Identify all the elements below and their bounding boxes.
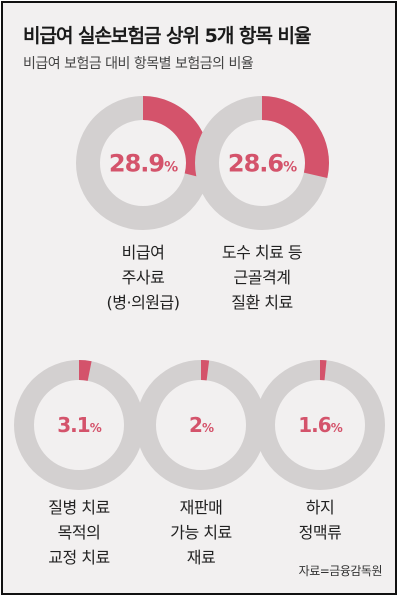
donut-segment bbox=[261, 96, 329, 179]
chart-title: 비급여 실손보험금 상위 5개 항목 비율 bbox=[23, 25, 311, 47]
data-label: 1.6% bbox=[298, 413, 342, 437]
donut-chart: 28.6% bbox=[195, 96, 329, 230]
chart-subtitle: 비급여 보험금 대비 항목별 보험금의 비율 bbox=[23, 56, 254, 72]
donut-chart: 3.1% bbox=[14, 360, 144, 490]
donut-chart: 28.9% bbox=[76, 96, 210, 230]
infographic-frame: 비급여 실손보험금 상위 5개 항목 비율 비급여 보험금 대비 항목별 보험금… bbox=[1, 1, 397, 595]
unit-label: % bbox=[283, 160, 297, 176]
unit-label: % bbox=[202, 421, 214, 435]
category-label: 재판매 가능 치료 재료 bbox=[170, 498, 232, 567]
unit-label: % bbox=[90, 421, 102, 435]
data-label: 28.6% bbox=[228, 150, 297, 178]
donut-chart: 1.6% bbox=[255, 360, 385, 490]
donut-segment bbox=[78, 360, 92, 381]
unit-label: % bbox=[331, 421, 343, 435]
category-label: 하지 정맥류 bbox=[298, 498, 342, 542]
donut-chart: 2% bbox=[136, 359, 266, 490]
data-label: 2% bbox=[189, 413, 214, 437]
data-label: 28.9% bbox=[109, 150, 178, 178]
unit-label: % bbox=[164, 160, 178, 176]
data-label: 3.1% bbox=[57, 413, 101, 437]
category-label: 질병 치료 목적의 교정 치료 bbox=[48, 498, 110, 567]
category-label: 도수 치료 등 근골격계 질환 치료 bbox=[221, 243, 303, 312]
category-label: 비급여 주사료 (병·의원급) bbox=[106, 243, 180, 312]
source-note: 자료=금융감독원 bbox=[298, 564, 383, 578]
